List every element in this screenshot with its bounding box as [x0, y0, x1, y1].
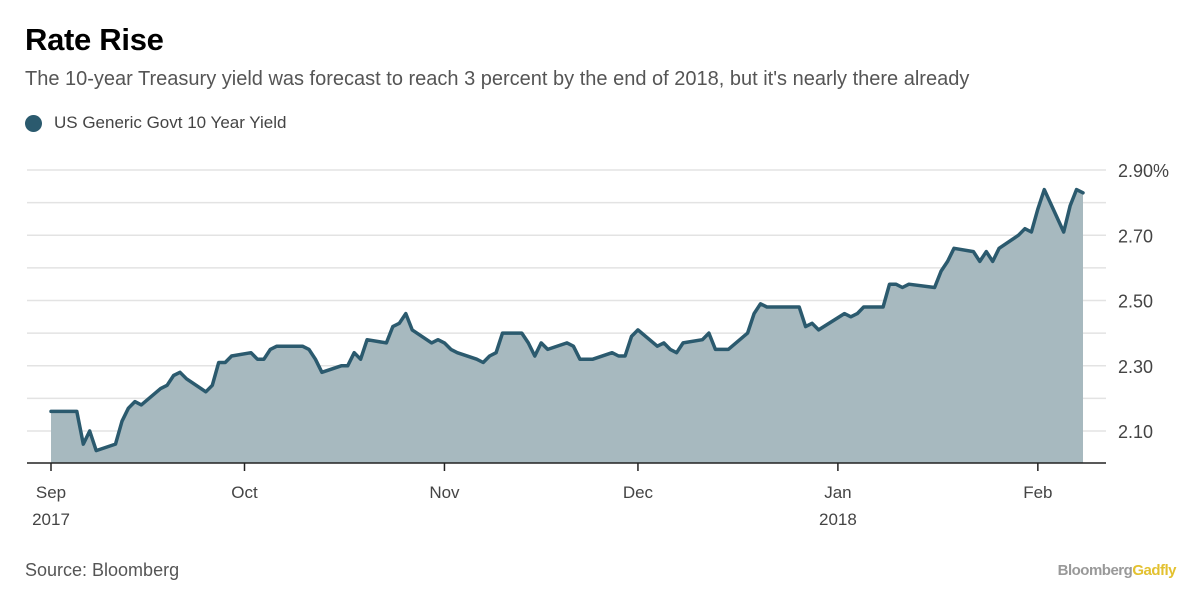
x-axis-labels: Sep 2017 Oct Nov Dec Jan 2018 Feb	[32, 483, 1052, 529]
x-tick-sublabel: 2018	[819, 510, 857, 529]
brand-bloomberg: Bloomberg	[1057, 562, 1133, 579]
legend-marker	[25, 114, 42, 132]
y-tick-label: 2.50	[1118, 292, 1153, 312]
y-tick-label: 2.10	[1118, 422, 1153, 442]
y-tick-label: 2.70	[1118, 226, 1153, 246]
source-note: Source: Bloomberg	[25, 560, 180, 580]
area-fill	[51, 189, 1083, 463]
chart-subtitle: The 10-year Treasury yield was forecast …	[25, 68, 970, 90]
x-tick-label: Sep	[36, 483, 66, 502]
y-tick-label: 2.90%	[1118, 161, 1169, 181]
legend: US Generic Govt 10 Year Yield	[25, 113, 286, 133]
x-tick-sublabel: 2017	[32, 510, 70, 529]
x-tick-label: Jan	[824, 483, 851, 502]
series-line	[49, 187, 1085, 453]
brand-gadfly: Gadfly	[1132, 562, 1176, 579]
y-tick-label: 2.30	[1118, 357, 1153, 377]
chart-title: Rate Rise	[25, 22, 164, 57]
x-tick-label: Oct	[231, 483, 258, 502]
x-tick-label: Nov	[429, 483, 460, 502]
x-tick-label: Dec	[623, 483, 654, 502]
legend-label: US Generic Govt 10 Year Yield	[54, 113, 287, 132]
x-tick-label: Feb	[1023, 483, 1052, 502]
x-axis	[27, 462, 1106, 471]
brand-logo: BloombergGadfly	[1057, 562, 1177, 579]
y-axis-labels: 2.10 2.30 2.50 2.70 2.90%	[1118, 161, 1169, 442]
area-layer	[49, 187, 1085, 463]
